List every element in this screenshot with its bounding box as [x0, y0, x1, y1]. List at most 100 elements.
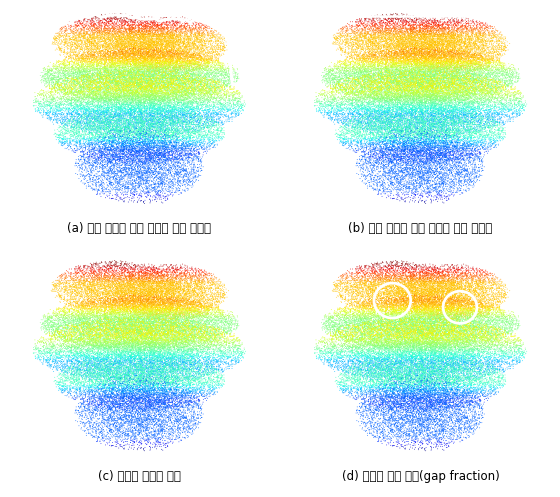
Point	[427, 111, 436, 119]
Point	[105, 55, 114, 63]
Point	[184, 67, 193, 75]
Point	[389, 323, 398, 331]
Point	[160, 81, 169, 88]
Point	[114, 123, 123, 131]
Point	[329, 329, 338, 337]
Point	[435, 29, 444, 37]
Point	[398, 273, 407, 281]
Point	[134, 132, 143, 140]
Point	[102, 376, 111, 384]
Point	[422, 290, 431, 298]
Point	[99, 118, 108, 126]
Point	[94, 309, 103, 317]
Point	[419, 380, 428, 388]
Point	[221, 338, 230, 346]
Point	[56, 97, 65, 105]
Point	[172, 178, 181, 186]
Point	[137, 275, 146, 283]
Point	[451, 406, 460, 414]
Point	[442, 88, 451, 96]
Point	[146, 265, 155, 273]
Point	[76, 92, 85, 100]
Point	[171, 371, 180, 379]
Point	[460, 75, 469, 83]
Point	[492, 143, 501, 151]
Point	[396, 338, 405, 346]
Point	[395, 53, 404, 61]
Point	[184, 370, 193, 378]
Point	[382, 362, 391, 370]
Point	[400, 163, 409, 171]
Point	[67, 322, 76, 330]
Point	[412, 304, 421, 312]
Point	[223, 70, 232, 78]
Point	[111, 324, 120, 332]
Point	[207, 358, 216, 366]
Point	[454, 28, 463, 36]
Point	[398, 283, 407, 291]
Point	[169, 126, 178, 134]
Point	[167, 326, 176, 334]
Point	[155, 352, 164, 360]
Point	[118, 131, 127, 139]
Point	[416, 307, 424, 315]
Point	[102, 315, 111, 323]
Point	[441, 80, 450, 87]
Point	[145, 379, 154, 387]
Point	[363, 45, 372, 53]
Point	[143, 114, 152, 122]
Point	[392, 102, 401, 110]
Point	[391, 279, 400, 287]
Point	[116, 284, 125, 292]
Point	[479, 30, 488, 38]
Point	[460, 161, 469, 169]
Point	[430, 186, 439, 194]
Point	[83, 130, 92, 138]
Point	[388, 134, 396, 142]
Point	[120, 110, 129, 118]
Point	[403, 137, 412, 145]
Point	[414, 197, 423, 205]
Point	[123, 129, 132, 137]
Point	[70, 36, 79, 44]
Point	[461, 323, 470, 331]
Point	[212, 57, 221, 65]
Point	[449, 288, 458, 296]
Point	[115, 364, 124, 372]
Point	[402, 294, 411, 302]
Point	[374, 370, 382, 378]
Point	[356, 42, 365, 50]
Point	[442, 379, 451, 387]
Point	[461, 388, 470, 396]
Point	[142, 44, 151, 52]
Point	[469, 100, 478, 108]
Point	[396, 320, 405, 328]
Point	[111, 360, 120, 368]
Point	[171, 40, 180, 48]
Point	[72, 26, 81, 34]
Point	[447, 36, 456, 44]
Point	[392, 340, 401, 348]
Point	[408, 155, 417, 163]
Point	[342, 62, 351, 70]
Point	[144, 335, 153, 343]
Point	[173, 38, 182, 46]
Point	[148, 319, 157, 327]
Point	[372, 85, 381, 93]
Point	[142, 265, 151, 273]
Point	[147, 52, 156, 60]
Point	[81, 71, 90, 79]
Point	[423, 56, 432, 64]
Point	[110, 45, 119, 53]
Point	[417, 388, 426, 396]
Point	[165, 126, 174, 134]
Point	[93, 24, 102, 32]
Point	[394, 119, 403, 127]
Point	[146, 302, 155, 310]
Point	[88, 72, 97, 80]
Point	[144, 320, 153, 328]
Point	[408, 385, 417, 393]
Point	[444, 367, 452, 375]
Point	[484, 305, 493, 313]
Point	[113, 29, 122, 37]
